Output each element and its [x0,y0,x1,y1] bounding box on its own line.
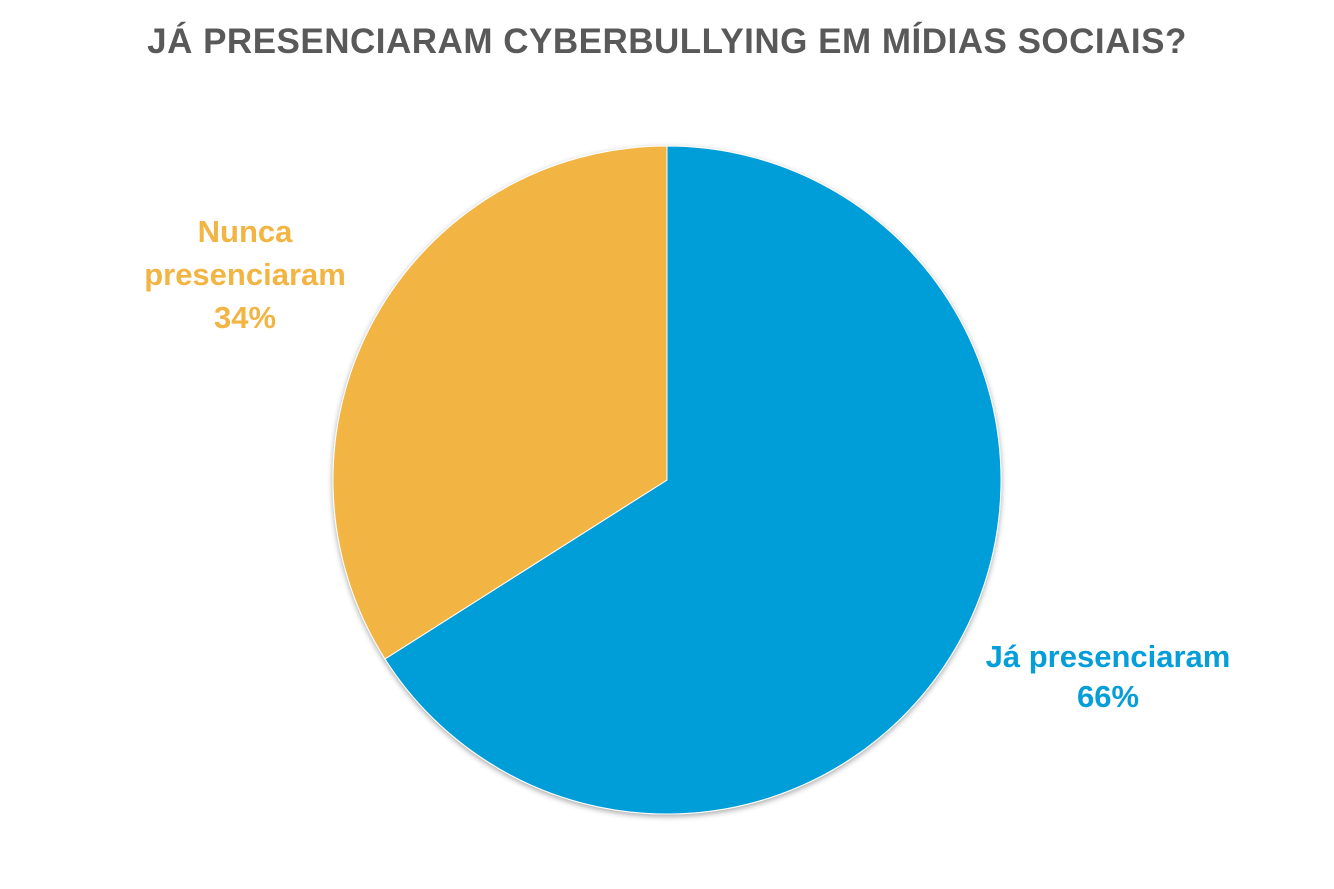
slice-label-0: Já presenciaram 66% [986,639,1231,714]
slice-label-line: Já presenciaram [986,639,1231,674]
pie-slice-0 [384,145,1002,815]
pie-slice-1 [332,145,668,660]
chart-title: JÁ PRESENCIARAM CYBERBULLYING EM MÍDIAS … [147,22,1187,61]
slice-label-line: Nunca [198,214,294,249]
slice-label-line: presenciaram [144,257,346,292]
slice-label-line: 66% [1077,679,1139,714]
slice-label-line: 34% [214,300,276,335]
slice-label-1: Nunca presenciaram 34% [144,214,346,335]
